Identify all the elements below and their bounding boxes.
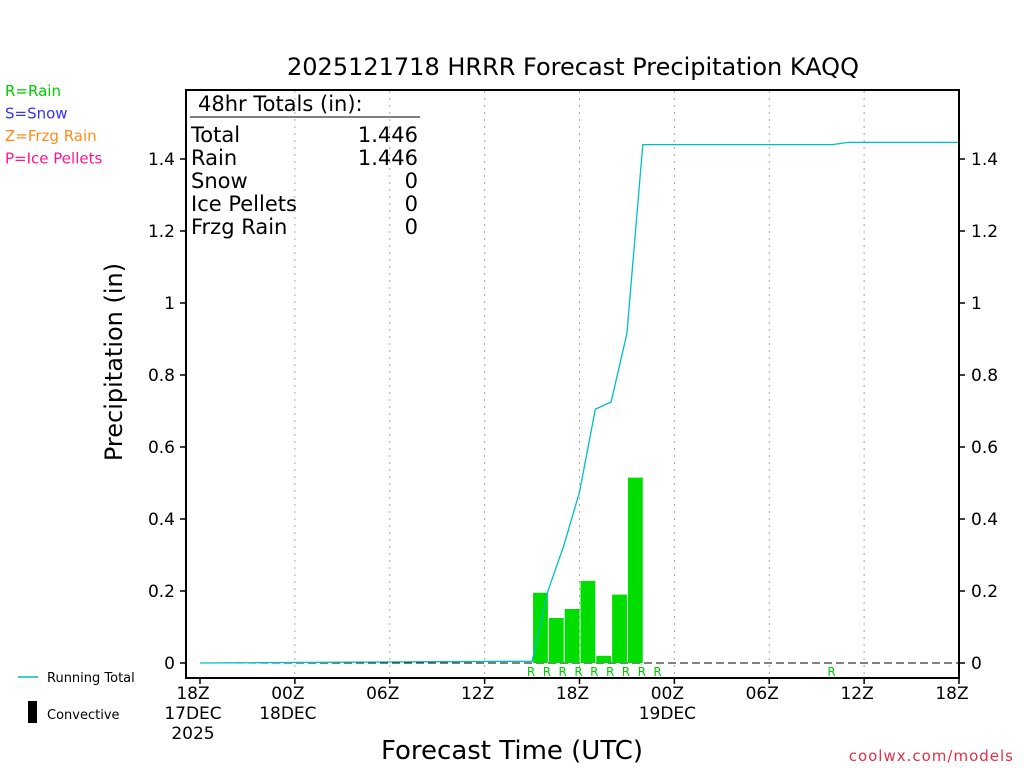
ptype-marker: R: [574, 665, 582, 679]
y-tick-label: 0.8: [971, 366, 998, 386]
y-tick-label: 1: [164, 294, 175, 314]
precip-bar: [548, 618, 564, 663]
x-tick-label: 18Z: [176, 684, 209, 704]
x-axis-label: Forecast Time (UTC): [381, 736, 643, 766]
y-tick-label: 0.8: [148, 366, 175, 386]
totals-row-value: 0: [405, 192, 418, 216]
convective-legend-swatch: [28, 701, 37, 723]
ptype-marker: R: [527, 665, 535, 679]
y-axis-label: Precipitation (in): [100, 263, 128, 461]
totals-row-label: Rain: [191, 146, 237, 170]
x-tick-label: 12Z: [461, 684, 494, 704]
ptype-marker: R: [638, 665, 646, 679]
y-tick-label: 0.6: [971, 438, 998, 458]
y-tick-label: 0.2: [148, 582, 175, 602]
x-tick-label: 12Z: [840, 684, 873, 704]
totals-row-label: Frzg Rain: [191, 215, 287, 239]
hourly-precip-bars: [533, 477, 643, 663]
ptype-marker: R: [543, 665, 551, 679]
ptype-marker: R: [606, 665, 614, 679]
y-tick-label: 1.4: [148, 150, 175, 170]
ptype-marker: R: [827, 665, 835, 679]
x-tick-label: 18Z: [935, 684, 968, 704]
y-tick-label: 0.4: [148, 510, 175, 530]
x-tick-date: 18DEC: [259, 704, 316, 724]
totals-row-value: 1.446: [358, 146, 418, 170]
precip-bar: [612, 594, 627, 663]
plot-frame: [185, 89, 960, 679]
totals-row-label: Snow: [191, 169, 248, 193]
ptype-marker: R: [653, 665, 661, 679]
totals-row-value: 0: [405, 215, 418, 239]
ptype-legend-item: R=Rain: [5, 82, 61, 100]
precip-type-legend: R=Rain S=Snow Z=Frzg Rain P=Ice Pellets: [5, 82, 102, 168]
totals-box: 48hr Totals (in): Total 1.446 Rain 1.446 Sno…: [190, 92, 420, 239]
x-tick-year: 2025: [171, 724, 214, 744]
precip-bar: [580, 580, 596, 663]
totals-row-value: 1.446: [358, 123, 418, 147]
y-axis-right: 0 0.2 0.4 0.6 0.8 1 1.2 1.4: [959, 150, 998, 674]
y-tick-label: 1.2: [971, 222, 998, 242]
precip-bar: [596, 655, 612, 663]
ptype-marker: R: [622, 665, 630, 679]
x-tick-label: 06Z: [746, 684, 779, 704]
y-tick-label: 0: [164, 654, 175, 674]
totals-row-label: Total: [190, 123, 240, 147]
ptype-legend-item: Z=Frzg Rain: [5, 127, 97, 145]
y-tick-label: 1.4: [971, 150, 998, 170]
y-tick-label: 1.2: [148, 222, 175, 242]
ptype-legend-item: P=Ice Pellets: [5, 150, 102, 168]
precip-bar: [564, 609, 580, 663]
credit-text: coolwx.com/models: [849, 747, 1014, 765]
running-total-line: [199, 141, 959, 664]
series-legend: Running Total Convective: [18, 671, 135, 723]
y-tick-label: 1: [971, 294, 982, 314]
grid-lines: [294, 91, 865, 677]
y-tick-label: 0.6: [148, 438, 175, 458]
x-tick-label: 00Z: [271, 684, 304, 704]
x-tick-date: 17DEC: [164, 704, 221, 724]
ptype-marker: R: [590, 665, 598, 679]
y-tick-label: 0.2: [971, 582, 998, 602]
totals-row-label: Ice Pellets: [191, 192, 297, 216]
y-axis-left: 0 0.2 0.4 0.6 0.8 1 1.2 1.4: [148, 150, 186, 674]
totals-header: 48hr Totals (in):: [198, 92, 363, 116]
totals-row-value: 0: [405, 169, 418, 193]
running-total-legend-label: Running Total: [47, 671, 135, 686]
running-total-series: [199, 141, 959, 664]
totals-rows: Total 1.446 Rain 1.446 Snow 0 Ice Pellets 0 Frzg…: [190, 123, 418, 239]
x-tick-label: 06Z: [366, 684, 399, 704]
x-tick-label: 18Z: [556, 684, 589, 704]
chart-title: 2025121718 HRRR Forecast Precipitation K…: [287, 53, 859, 81]
ptype-marker: R: [559, 665, 567, 679]
ptype-legend-item: S=Snow: [5, 105, 68, 123]
convective-legend-label: Convective: [47, 708, 120, 723]
x-tick-date: 19DEC: [639, 704, 696, 724]
y-tick-label: 0: [971, 654, 982, 674]
precip-bar: [627, 477, 643, 663]
y-tick-label: 0.4: [971, 510, 998, 530]
x-tick-label: 00Z: [651, 684, 684, 704]
